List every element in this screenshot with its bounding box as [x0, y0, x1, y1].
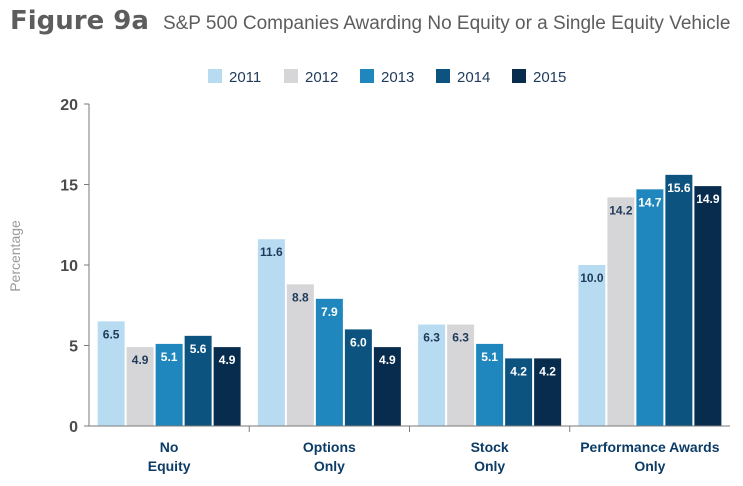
bar-2014: [665, 174, 693, 426]
y-tick-label: 20: [60, 97, 78, 114]
bar-value-label: 5.1: [481, 350, 498, 364]
legend-label: 2012: [305, 69, 338, 86]
bar-value-label: 6.0: [350, 335, 367, 349]
bar-value-label: 6.3: [452, 331, 469, 345]
bar-value-label: 4.9: [132, 353, 149, 367]
bar-value-label: 4.9: [379, 353, 396, 367]
bars: 6.5 4.9 5.1 5.6 4.9 11.6 8.8 7.9 6.0 4.9 6.3 6.3 5.1…: [97, 174, 722, 426]
y-axis-label: Percentage: [7, 220, 23, 292]
x-tick-label: Options Only: [303, 439, 356, 474]
y-tick-label: 15: [60, 178, 78, 195]
x-tick-label: No Equity: [148, 439, 191, 474]
bar-2013: [636, 189, 664, 426]
bar-2015: [534, 358, 562, 426]
bar-2012: [607, 197, 635, 426]
bar-2012: [126, 347, 154, 426]
bar-2014: [505, 358, 533, 426]
x-tick-label: Stock Only: [471, 439, 509, 474]
bar-2012: [447, 324, 475, 426]
bar-value-label: 8.8: [292, 290, 309, 304]
bar-2015: [694, 186, 722, 426]
bar-2015: [213, 347, 241, 426]
bar-value-label: 5.1: [161, 350, 178, 364]
y-tick-label: 5: [69, 339, 78, 356]
bar-2014: [344, 329, 372, 426]
bar-value-label: 6.5: [103, 327, 120, 341]
legend-label: 2015: [533, 69, 566, 86]
y-tick-label: 0: [69, 419, 78, 436]
bar-value-label: 15.6: [667, 181, 691, 195]
chart-title: S&P 500 Companies Awarding No Equity or …: [162, 13, 731, 34]
bar-value-label: 14.9: [696, 192, 720, 206]
bar-value-label: 14.7: [638, 195, 662, 209]
y-axis: 0 5 10 15 20: [60, 97, 90, 436]
bar-2013: [155, 343, 183, 426]
legend-label: 2011: [229, 69, 261, 86]
legend: 2011 2012 2013 2014 2015: [208, 69, 566, 86]
bar-2013: [315, 298, 343, 426]
figure-header: Figure 9a S&P 500 Companies Awarding No …: [10, 6, 730, 40]
bar-value-label: 10.0: [580, 271, 604, 285]
bar-value-label: 4.2: [539, 364, 556, 378]
legend-swatch: [512, 69, 526, 83]
legend-label: 2013: [381, 69, 414, 86]
bar-2011: [418, 324, 446, 426]
legend-swatch: [360, 69, 374, 83]
legend-swatch: [284, 69, 298, 83]
x-tick-label: Performance Awards Only: [580, 439, 719, 474]
bar-value-label: 6.3: [423, 331, 440, 345]
bar-2011: [257, 239, 285, 426]
bar-value-label: 11.6: [260, 245, 283, 259]
bar-2011: [97, 321, 125, 426]
bar-2015: [373, 347, 401, 426]
legend-swatch: [208, 69, 222, 83]
bar-2011: [578, 265, 606, 426]
legend-label: 2014: [457, 69, 490, 86]
bar-value-label: 4.2: [510, 364, 527, 378]
bar-value-label: 14.2: [609, 203, 633, 217]
y-tick-label: 10: [60, 258, 78, 275]
legend-swatch: [436, 69, 450, 83]
figure-label: Figure 9a: [10, 6, 149, 36]
bar-value-label: 5.6: [190, 342, 207, 356]
bar-value-label: 4.9: [219, 353, 236, 367]
bar-value-label: 7.9: [321, 305, 338, 319]
bar-2014: [184, 335, 212, 426]
x-axis: No Equity Options Only Stock Only Performance …: [89, 425, 730, 474]
bar-2013: [476, 343, 504, 426]
bar-2012: [286, 284, 314, 426]
